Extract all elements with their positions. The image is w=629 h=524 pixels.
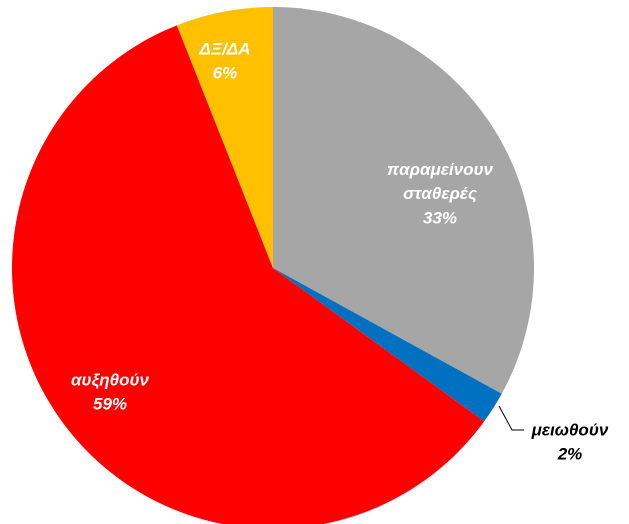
slice-label: αυξηθούν: [71, 370, 150, 389]
leader-line: [498, 405, 524, 431]
pie-slice: [12, 25, 485, 524]
slice-label: ΔΞ/ΔΑ: [199, 39, 251, 58]
slice-value-label: 6%: [213, 63, 238, 82]
pie-slice: [273, 7, 534, 394]
slice-value-label: 59%: [93, 394, 127, 413]
pie-slice: [176, 7, 273, 268]
slice-label: παραμείνουν σταθερές: [387, 160, 493, 203]
slice-value-label: 2%: [557, 444, 583, 463]
slice-value-label: 33%: [423, 208, 457, 227]
pie-slice: [273, 268, 502, 422]
slice-label: μειωθούν: [531, 420, 609, 439]
